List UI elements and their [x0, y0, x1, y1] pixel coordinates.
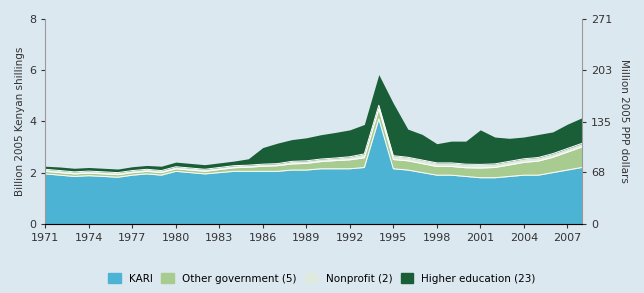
Y-axis label: Million 2005 PPP dollars: Million 2005 PPP dollars: [619, 59, 629, 183]
Legend: KARI, Other government (5), Nonprofit (2), Higher education (23): KARI, Other government (5), Nonprofit (2…: [104, 269, 540, 288]
Y-axis label: Billion 2005 Kenyan shillings: Billion 2005 Kenyan shillings: [15, 47, 25, 196]
